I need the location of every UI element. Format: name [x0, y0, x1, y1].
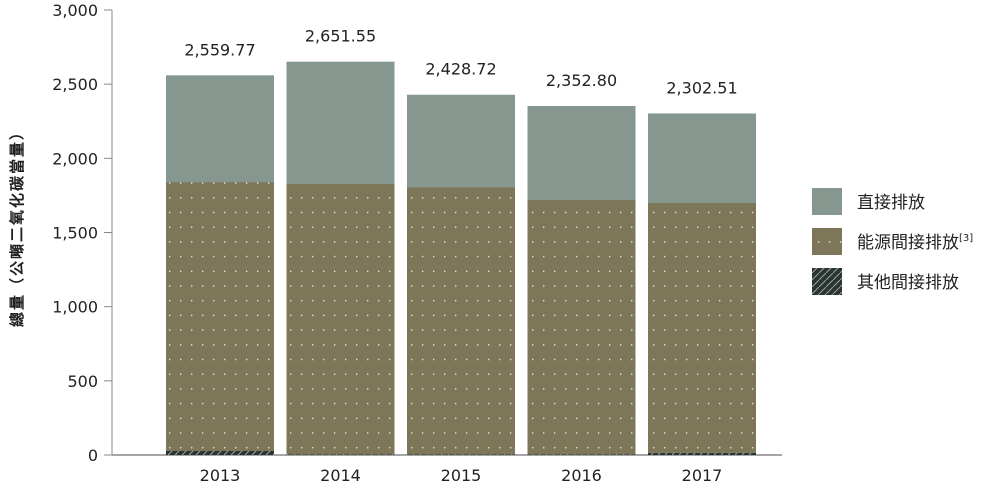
- bar-segment: [527, 106, 636, 201]
- legend-label: 其他間接排放: [857, 273, 959, 293]
- x-tick-label: 2015: [441, 466, 482, 485]
- bar-segment: [407, 94, 515, 188]
- bar-segment: [286, 61, 395, 184]
- bar-segment: [527, 200, 636, 455]
- legend-swatch: [812, 188, 842, 215]
- legend-label: 直接排放: [857, 193, 925, 213]
- y-tick-label: 2,500: [52, 75, 98, 94]
- y-tick-label: 500: [67, 372, 98, 391]
- y-tick-label: 1,500: [52, 224, 98, 243]
- bar-segment: [286, 183, 395, 455]
- x-tick-label: 2017: [682, 466, 723, 485]
- x-tick-label: 2016: [561, 466, 602, 485]
- legend-superscript: [3]: [959, 233, 973, 244]
- total-label: 2,302.51: [666, 78, 737, 97]
- legend-swatch: [812, 268, 842, 295]
- y-tick-label: 3,000: [52, 1, 98, 20]
- bar-segment: [648, 452, 756, 455]
- y-axis-label: 總量（公噸二氧化碳當量）: [8, 123, 26, 327]
- x-tick-label: 2013: [200, 466, 241, 485]
- bar-segment: [407, 187, 515, 455]
- total-label: 2,428.72: [425, 60, 496, 79]
- bar-segment: [166, 450, 274, 455]
- bar-segment: [648, 113, 756, 203]
- bar-segment: [527, 454, 636, 455]
- bar-segment: [648, 202, 756, 453]
- y-tick-label: 0: [88, 446, 98, 465]
- total-label: 2,559.77: [184, 40, 255, 59]
- bar-segment: [407, 454, 515, 455]
- total-label: 2,651.55: [305, 27, 376, 46]
- bar-segment: [166, 182, 274, 451]
- legend-swatch: [812, 228, 842, 255]
- total-label: 2,352.80: [546, 71, 617, 90]
- x-tick-label: 2014: [320, 466, 361, 485]
- y-tick-label: 1,000: [52, 298, 98, 317]
- legend-label: 能源間接排放[3]: [857, 233, 973, 253]
- y-tick-label: 2,000: [52, 149, 98, 168]
- bar-segment: [166, 75, 274, 183]
- bar-segment: [286, 454, 395, 455]
